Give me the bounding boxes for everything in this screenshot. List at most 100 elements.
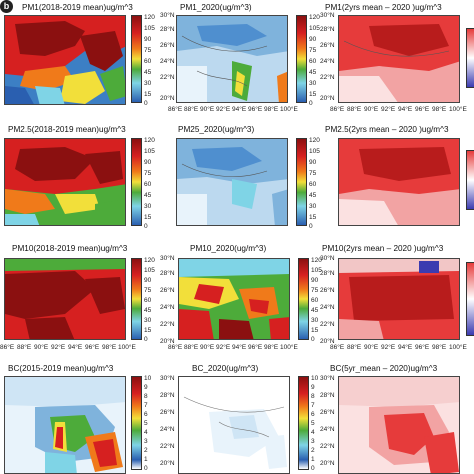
colorbar-pm25-mean (131, 138, 142, 226)
cbar-tick: 8 (144, 393, 148, 400)
cbar-tick: 75 (309, 47, 317, 54)
cbar-tick: 45 (309, 69, 317, 76)
lat-label: 28°N (320, 26, 335, 33)
cbar-tick: 45 (144, 69, 152, 76)
lat-label: 30°N (320, 255, 335, 262)
colorbar-pm10-mean (131, 258, 142, 340)
title-pm10-2020: PM10_2020(ug/m^3) (190, 244, 267, 253)
lon-label: 100°E (449, 344, 467, 351)
map-pm1-diff (338, 15, 460, 103)
lat-label: 26°N (160, 409, 175, 416)
map-bc-2020 (178, 376, 290, 474)
lat-label: 28°N (160, 26, 175, 33)
cbar-tick: 5 (144, 420, 148, 427)
map-pm25-2020-field (177, 139, 287, 225)
cbar-tick: 90 (144, 277, 152, 284)
cbar-tick: 0 (144, 223, 148, 230)
cbar-tick: 15 (309, 214, 317, 221)
cbar-tick: 75 (144, 287, 152, 294)
cbar-tick: 7 (144, 402, 148, 409)
lon-label: 94°E (232, 106, 247, 113)
cbar-tick: 90 (144, 159, 152, 166)
lon-label: 94°E (232, 344, 247, 351)
map-pm10-mean (4, 258, 126, 340)
map-pm25-2020 (176, 138, 288, 226)
lat-label: 26°N (160, 287, 175, 294)
cbar-tick: 60 (144, 58, 152, 65)
cbar-tick: 6 (144, 411, 148, 418)
lat-label: 30°N (160, 375, 175, 382)
map-bc-diff (338, 376, 460, 474)
lon-label: 90°E (364, 106, 379, 113)
cbar-tick: 120 (144, 14, 155, 21)
lon-label: 88°E (347, 106, 362, 113)
cbar-tick: 90 (144, 36, 152, 43)
map-pm1-diff-field (339, 16, 459, 102)
map-pm25-diff-field (339, 139, 459, 225)
panel-letter-badge: b (0, 0, 13, 13)
cbar-tick: 105 (311, 267, 322, 274)
cbar-tick: 60 (309, 58, 317, 65)
cbar-tick: 105 (144, 267, 155, 274)
lon-label: 86°E (330, 344, 345, 351)
title-pm25-diff: PM2.5(2yrs mean – 2020 )ug/m^3 (325, 125, 449, 134)
cbar-tick: 105 (144, 148, 155, 155)
map-pm1-mean-field (5, 16, 125, 104)
cbar-tick: 30 (144, 203, 152, 210)
cbar-tick: 7 (311, 402, 315, 409)
lat-label: 26°N (320, 42, 335, 49)
cbar-tick: 120 (311, 257, 322, 264)
lat-label: 24°N (160, 426, 175, 433)
colorbar-pm1-mean (131, 15, 142, 103)
colorbar-bc-2020 (298, 376, 309, 470)
cbar-tick: 105 (144, 25, 155, 32)
lon-label: 92°E (216, 106, 231, 113)
lon-label: 90°E (200, 106, 215, 113)
map-bc-diff-field (339, 377, 459, 473)
title-bc-2020: BC_2020(ug/m^3) (192, 364, 259, 373)
map-pm25-mean (4, 138, 126, 226)
cbar-tick: 0 (311, 465, 315, 472)
lat-label: 28°N (160, 270, 175, 277)
cbar-tick: 9 (144, 384, 148, 391)
lon-label: 92°E (216, 344, 231, 351)
lon-label: 88°E (184, 344, 199, 351)
cbar-tick: 6 (311, 411, 315, 418)
cbar-tick: 9 (311, 384, 315, 391)
cbar-tick: 0 (144, 465, 148, 472)
cbar-tick: 75 (144, 170, 152, 177)
cbar-tick: 10 (311, 375, 319, 382)
lat-label: 28°N (320, 392, 335, 399)
lat-label: 22°N (320, 74, 335, 81)
lon-label: 96°E (415, 344, 430, 351)
lon-label: 94°E (68, 344, 83, 351)
lat-label: 20°N (160, 460, 175, 467)
lon-label: 92°E (51, 344, 66, 351)
map-pm25-mean-field (5, 139, 125, 225)
cbar-tick: 120 (309, 14, 320, 21)
title-bc-diff: BC(5yr_mean – 2020)ug/m^3 (330, 364, 438, 373)
cbar-tick: 120 (144, 257, 155, 264)
cbar-tick: 0 (144, 100, 148, 107)
cbar-tick: 45 (144, 192, 152, 199)
cbar-tick: 45 (144, 307, 152, 314)
title-pm1-mean: PM1(2018-2019 mean)ug/m^3 (22, 3, 133, 12)
cbar-tick: 105 (309, 25, 320, 32)
cbar-tick: 60 (144, 181, 152, 188)
lon-label: 100°E (118, 344, 136, 351)
lat-label: 26°N (320, 287, 335, 294)
lat-label: 28°N (320, 270, 335, 277)
map-bc-mean-field (5, 377, 125, 473)
lon-label: 96°E (85, 344, 100, 351)
colorbar-pm25-diff (466, 150, 474, 210)
lat-label: 26°N (320, 409, 335, 416)
title-bc-mean: BC(2015-2019 mean)ug/m^3 (8, 364, 114, 373)
lon-label: 94°E (398, 344, 413, 351)
lon-label: 90°E (364, 344, 379, 351)
lat-label: 30°N (320, 12, 335, 19)
lat-label: 20°N (160, 95, 175, 102)
cbar-tick: 90 (311, 277, 319, 284)
cbar-tick: 120 (144, 137, 155, 144)
lon-label: 98°E (264, 344, 279, 351)
cbar-tick: 15 (144, 214, 152, 221)
